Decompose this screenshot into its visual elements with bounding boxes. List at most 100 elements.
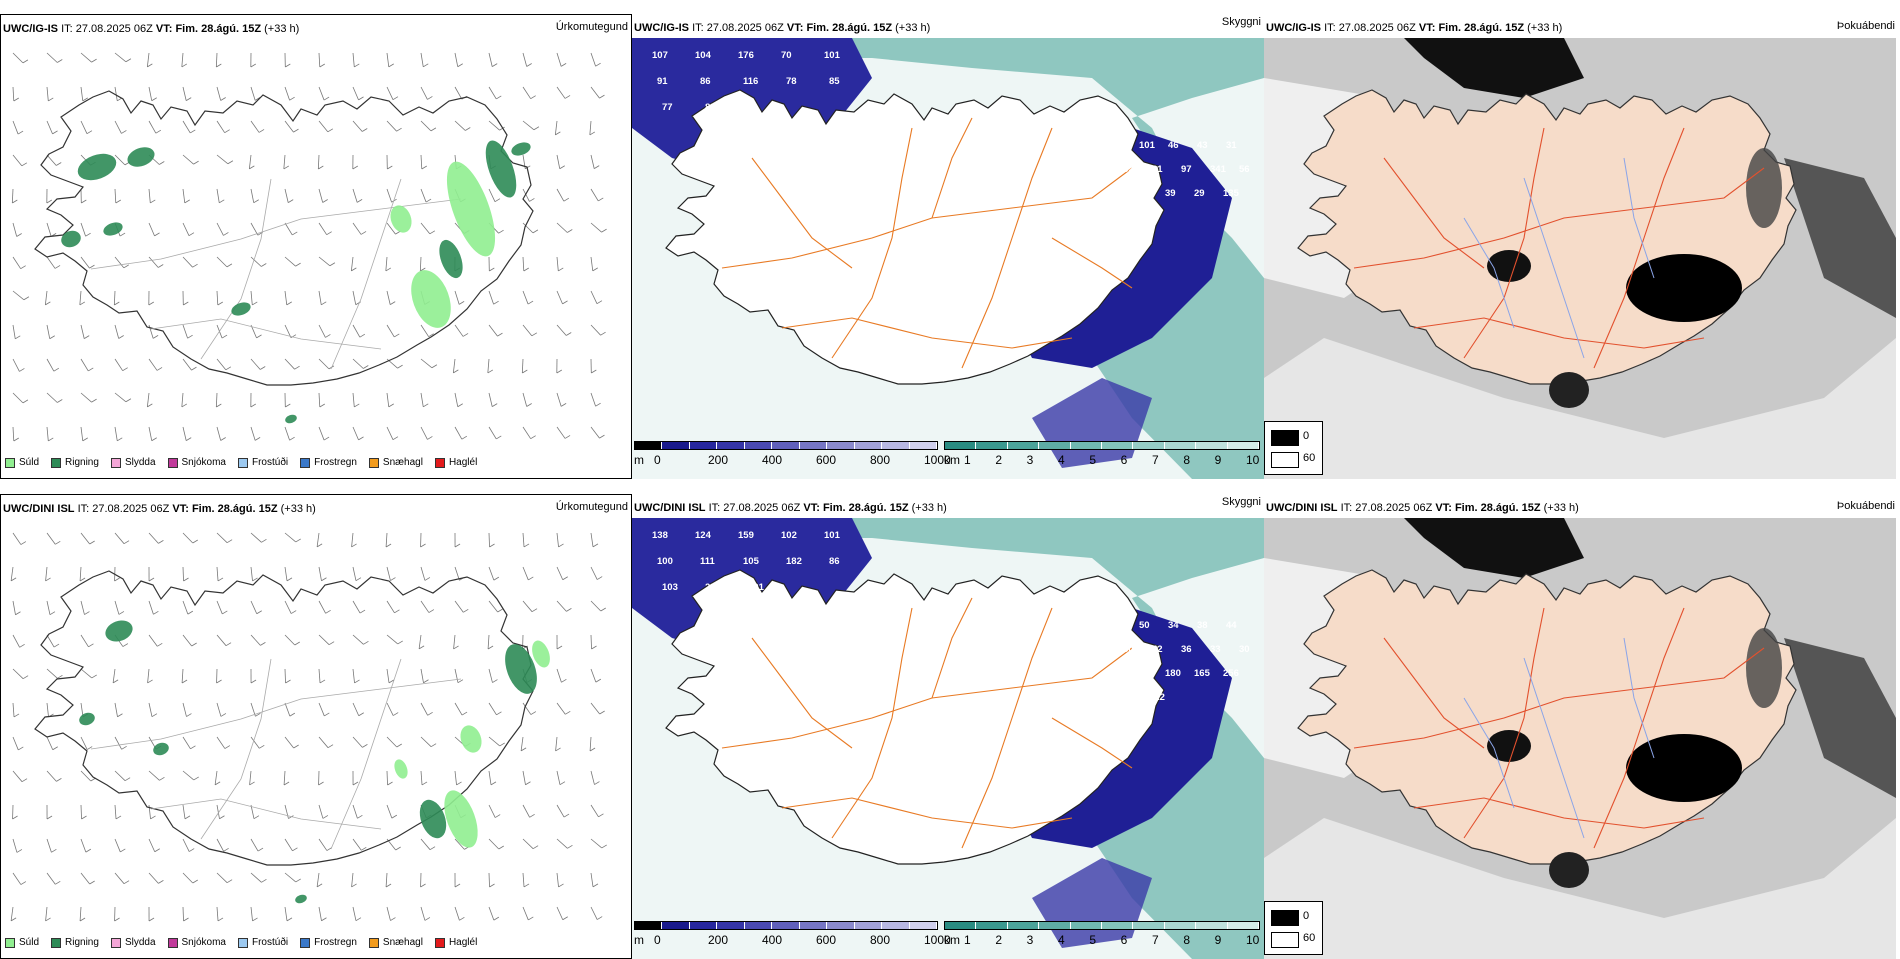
legend-swatch bbox=[111, 458, 121, 468]
legend-item: Snæhagl bbox=[369, 457, 423, 468]
legend-label: Frostregn bbox=[314, 457, 357, 468]
visibility-value-label: 116 bbox=[743, 76, 758, 87]
panel-title: Skyggni bbox=[1222, 16, 1261, 28]
fog-legend-label: 60 bbox=[1303, 452, 1315, 464]
visibility-value-label: 101 bbox=[1139, 140, 1156, 151]
legend-label: Rigning bbox=[65, 457, 99, 468]
visibility-value-label: 96 bbox=[1081, 620, 1092, 631]
legend-label: Snæhagl bbox=[383, 457, 423, 468]
precip-areas bbox=[59, 137, 533, 425]
visibility-value-label: 43 bbox=[1197, 140, 1208, 151]
visibility-value-label: 138 bbox=[652, 530, 668, 541]
visibility-value-label: 182 bbox=[786, 556, 802, 567]
visibility-value-label: 165 bbox=[1194, 668, 1211, 679]
legend-swatch bbox=[300, 938, 310, 948]
colorbar-unit: km bbox=[944, 933, 960, 947]
colorbar-tick: 7 bbox=[1152, 933, 1159, 947]
colorbar-tick: 9 bbox=[1215, 453, 1222, 467]
visibility-value-label: 97 bbox=[1181, 164, 1192, 175]
legend-swatch bbox=[111, 938, 121, 948]
fog-indicator-panel-row1: UWC/IG-IS IT: 27.08.2025 06Z VT: Fim. 28… bbox=[1264, 14, 1900, 479]
colorbar-tick: 600 bbox=[816, 453, 836, 467]
visibility-value-label: 32 bbox=[1078, 668, 1089, 679]
fog-legend-label: 0 bbox=[1303, 430, 1309, 442]
precip-areas bbox=[77, 617, 553, 905]
visibility-value-label: 33 bbox=[1210, 644, 1221, 655]
panel-title: Úrkomutegund bbox=[556, 21, 628, 33]
panel-header: UWC/DINI ISL IT: 27.08.2025 06Z VT: Fim.… bbox=[634, 502, 947, 514]
precip-legend: Súld Rigning Slydda Snjókoma Frostúði Frostre… bbox=[5, 457, 477, 468]
fog-indicator-panel-row2: UWC/DINI ISL IT: 27.08.2025 06Z VT: Fim.… bbox=[1264, 494, 1900, 959]
visibility-value-label: 103 bbox=[662, 582, 678, 593]
legend-swatch bbox=[238, 458, 248, 468]
legend-swatch bbox=[300, 458, 310, 468]
panel-header: UWC/DINI ISL IT: 27.08.2025 06Z VT: Fim.… bbox=[3, 503, 316, 515]
precip-map bbox=[1, 39, 632, 479]
visibility-value-label: 104 bbox=[695, 50, 712, 61]
precip-map bbox=[1, 519, 632, 959]
legend-label: Snjókoma bbox=[182, 457, 226, 468]
colorbar bbox=[634, 921, 938, 930]
fog-map bbox=[1264, 38, 1896, 479]
legend-label: Haglél bbox=[449, 457, 477, 468]
legend-swatch bbox=[435, 458, 445, 468]
iceland-outline bbox=[35, 91, 533, 385]
panel-header: UWC/IG-IS IT: 27.08.2025 06Z VT: Fim. 28… bbox=[3, 23, 299, 35]
visibility-value-label: 191 bbox=[748, 582, 765, 593]
visibility-value-label: 101 bbox=[824, 50, 841, 61]
visibility-value-label: 519 bbox=[1062, 212, 1078, 223]
panel-header: UWC/DINI ISL IT: 27.08.2025 06Z VT: Fim.… bbox=[1266, 502, 1579, 514]
visibility-value-label: 101 bbox=[824, 530, 841, 541]
fog-legend-swatch bbox=[1271, 910, 1299, 926]
colorbar-tick: 9 bbox=[1215, 933, 1222, 947]
colorbar-tick: 400 bbox=[762, 933, 782, 947]
visibility-value-label: 56 bbox=[1239, 164, 1250, 175]
colorbar-tick: 600 bbox=[816, 933, 836, 947]
legend-label: Frostúði bbox=[252, 457, 288, 468]
legend-item: Frostregn bbox=[300, 457, 357, 468]
visibility-value-label: 135 bbox=[1065, 644, 1082, 655]
legend-swatch bbox=[168, 458, 178, 468]
legend-item: Frostregn bbox=[300, 937, 357, 948]
colorbar-tick: 10 bbox=[1246, 933, 1259, 947]
visibility-value-label: 70 bbox=[781, 50, 792, 61]
legend-swatch bbox=[51, 938, 61, 948]
visibility-value-label: 32 bbox=[1123, 164, 1134, 175]
visibility-value-label: 341 bbox=[1210, 164, 1227, 175]
visibility-value-label: 105 bbox=[743, 556, 760, 567]
legend-item: Súld bbox=[5, 937, 39, 948]
visibility-value-label: 124 bbox=[695, 530, 712, 541]
colorbar-tick: 6 bbox=[1121, 933, 1128, 947]
legend-label: Snjókoma bbox=[182, 937, 226, 948]
precip-type-panel-row2: UWC/DINI ISL IT: 27.08.2025 06Z VT: Fim.… bbox=[0, 494, 632, 959]
colorbar-tick: 3 bbox=[1027, 933, 1034, 947]
visibility-value-label: 89 bbox=[705, 102, 716, 113]
visibility-value-label: 29 bbox=[1194, 188, 1205, 199]
legend-label: Súld bbox=[19, 457, 39, 468]
legend-label: Slydda bbox=[125, 937, 156, 948]
legend-label: Rigning bbox=[65, 937, 99, 948]
colorbar-tick: 1 bbox=[964, 933, 971, 947]
visibility-value-label: 131 bbox=[1091, 692, 1108, 703]
legend-item: Frostúði bbox=[238, 937, 288, 948]
visibility-panel-row2: UWC/DINI ISL IT: 27.08.2025 06Z VT: Fim.… bbox=[632, 494, 1264, 959]
visibility-value-label: 50 bbox=[1123, 644, 1134, 655]
legend-label: Slydda bbox=[125, 457, 156, 468]
legend-label: Frostúði bbox=[252, 937, 288, 948]
panel-title: Þokuábendi bbox=[1837, 20, 1895, 32]
colorbar-tick: 3 bbox=[1027, 453, 1034, 467]
colorbar-tick: 8 bbox=[1183, 453, 1190, 467]
visibility-value-label: 42 bbox=[1110, 620, 1121, 631]
fog-map bbox=[1264, 518, 1896, 959]
visibility-panel-row1: UWC/IG-IS IT: 27.08.2025 06Z VT: Fim. 28… bbox=[632, 14, 1264, 479]
roads bbox=[91, 179, 461, 369]
visibility-value-label: 30 bbox=[1239, 644, 1250, 655]
visibility-value-label: 39 bbox=[1107, 668, 1118, 679]
visibility-value-label: 111 bbox=[700, 556, 716, 567]
visibility-value-label: 29 bbox=[1136, 668, 1147, 679]
